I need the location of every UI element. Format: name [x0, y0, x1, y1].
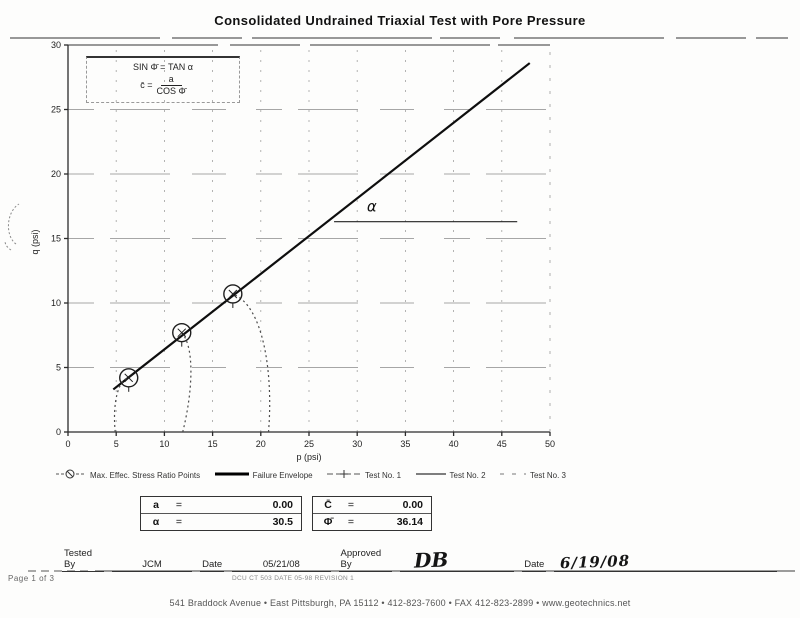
- point-x-marker: [177, 328, 187, 338]
- equals-sign: =: [175, 516, 183, 528]
- alpha-label: α: [367, 197, 377, 215]
- tested-by-value: JCM: [111, 559, 193, 572]
- y-tick-label: 5: [56, 363, 61, 373]
- sparse-dash-marker-icon: [499, 468, 526, 482]
- equals-sign: =: [347, 516, 355, 528]
- thick-line-marker-icon: [214, 468, 249, 482]
- stress-path: [232, 293, 271, 433]
- result-c-label: C̄: [324, 499, 332, 511]
- x-tick-label: 20: [256, 439, 266, 449]
- stress-path: [181, 332, 192, 433]
- stress-path: [113, 377, 129, 433]
- result-row-a: a = 0.00: [141, 497, 301, 513]
- formula-numerator: a: [160, 74, 182, 86]
- legend-item-test-3: Test No. 3: [499, 468, 566, 482]
- point-x-marker: [228, 289, 238, 299]
- x-tick-label: 30: [352, 439, 362, 449]
- y-tick-label: 20: [51, 169, 61, 179]
- legend-item-test-1: Test No. 1: [327, 468, 401, 482]
- date2-value: 6/19/08: [554, 551, 777, 573]
- dash-plus-marker-icon: [327, 468, 362, 482]
- legend-label: Test No. 1: [365, 470, 402, 480]
- result-row-alpha: α = 30.5: [141, 513, 301, 530]
- result-alpha-label: α: [152, 516, 160, 528]
- x-axis-title: p (psi): [296, 452, 321, 462]
- handwritten-date: 6/19/08: [559, 551, 631, 573]
- chart-legend: Max. Effec. Stress Ratio Points Failure …: [56, 468, 566, 482]
- signature-row: Tested By JCM Date 05/21/08 Approved By …: [62, 547, 777, 573]
- result-c-value: 0.00: [402, 499, 423, 511]
- tested-by-label: Tested By: [62, 548, 104, 572]
- equals-sign: =: [175, 499, 183, 511]
- approved-by-signature: DB: [400, 547, 515, 573]
- legend-label: Test No. 3: [529, 470, 566, 480]
- x-tick-label: 50: [545, 439, 555, 449]
- x-tick-label: 5: [114, 439, 119, 449]
- x-tick-label: 0: [65, 439, 70, 449]
- form-number: DCU CT 503 DATE 05-98 REVISION 1: [232, 575, 355, 582]
- y-tick-label: 10: [51, 298, 61, 308]
- legend-label: Test No. 2: [449, 470, 486, 480]
- date1-label: Date: [200, 559, 225, 572]
- x-tick-label: 10: [159, 439, 169, 449]
- legend-item-max-stress-points: Max. Effec. Stress Ratio Points: [56, 468, 200, 482]
- approved-by-label: Approved By: [338, 548, 393, 572]
- date2-label: Date: [522, 559, 547, 572]
- failure-envelope-line: [112, 62, 531, 391]
- formula-denominator: COS Φ̄: [156, 85, 186, 96]
- page-title: Consolidated Undrained Triaxial Test wit…: [214, 13, 586, 28]
- formula-box: SIN Φ̄ = TAN α c̄ = a COS Φ̄: [86, 56, 240, 103]
- company-address: 541 Braddock Avenue • East Pittsburgh, P…: [169, 598, 631, 608]
- x-tick-label: 25: [304, 439, 314, 449]
- x-tick-label: 45: [497, 439, 507, 449]
- x-tick-label: 35: [400, 439, 410, 449]
- date1-value: 05/21/08: [232, 559, 331, 572]
- result-a-value: 0.00: [272, 499, 293, 511]
- formula-line2: c̄ = a COS Φ̄: [89, 74, 237, 97]
- legend-label: Max. Effec. Stress Ratio Points: [90, 470, 201, 480]
- x-tick-label: 15: [208, 439, 218, 449]
- y-tick-label: 15: [51, 234, 61, 244]
- y-tick-label: 0: [56, 427, 61, 437]
- results-box-left: a = 0.00 α = 30.5: [140, 496, 302, 531]
- results-box-right: C̄ = 0.00 Φ̄ = 36.14: [312, 496, 432, 531]
- legend-item-failure-envelope: Failure Envelope: [214, 468, 313, 482]
- formula-line1: SIN Φ̄ = TAN α: [133, 62, 193, 72]
- result-a-label: a: [153, 499, 159, 511]
- page-number: Page 1 of 3: [8, 574, 55, 583]
- formula-fraction: a COS Φ̄: [157, 74, 186, 97]
- x-tick-label: 40: [449, 439, 459, 449]
- result-alpha-value: 30.5: [272, 516, 293, 528]
- legend-label: Failure Envelope: [252, 470, 313, 480]
- point-x-marker: [124, 373, 134, 383]
- equals-sign: =: [347, 499, 355, 511]
- y-tick-label: 30: [51, 40, 61, 50]
- results-table: a = 0.00 α = 30.5 C̄ = 0.00 Φ̄ = 36.14: [140, 496, 432, 531]
- result-row-phi: Φ̄ = 36.14: [313, 513, 431, 530]
- formula-lhs: c̄ =: [140, 80, 153, 91]
- handwritten-initials: DB: [413, 547, 449, 573]
- y-tick-label: 25: [51, 105, 61, 115]
- circle-marker-icon: [56, 468, 86, 482]
- result-phi-value: 36.14: [396, 516, 423, 528]
- result-phi-label: Φ̄: [323, 516, 333, 528]
- legend-item-test-2: Test No. 2: [415, 468, 486, 482]
- result-row-c: C̄ = 0.00: [313, 497, 431, 513]
- y-axis-title: q (psi): [30, 229, 40, 254]
- scan-artifact-squiggle: [4, 203, 20, 251]
- thin-line-marker-icon: [415, 468, 446, 482]
